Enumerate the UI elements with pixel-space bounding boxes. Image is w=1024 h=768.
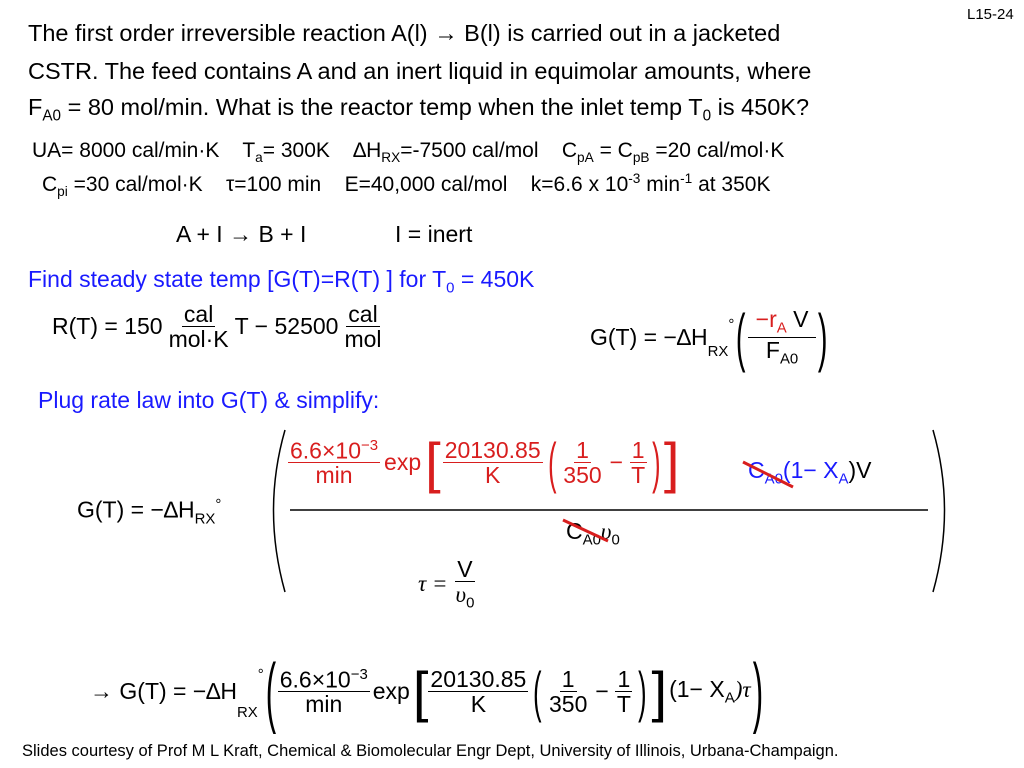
reaction-equation: A + I → B + I xyxy=(176,221,307,247)
plug-heading: Plug rate law into G(T) & simplify: xyxy=(38,387,380,413)
problem-line-3: FA0 = 80 mol/min. What is the reactor te… xyxy=(28,94,810,125)
param-ta: Ta= 300K xyxy=(242,139,330,166)
param-ua: UA= 8000 cal/min·K xyxy=(32,139,220,162)
problem-line-2: CSTR. The feed contains A and an inert l… xyxy=(28,58,812,84)
footer-credit: Slides courtesy of Prof M L Kraft, Chemi… xyxy=(22,742,839,760)
parameters-line-2: Cpi =30 cal/mol·K τ=100 min E=40,000 cal… xyxy=(42,171,770,199)
strike-numerator-ca0 xyxy=(742,460,794,489)
param-cpi: Cpi =30 cal/mol·K xyxy=(42,173,203,200)
slide-number: L15-24 xyxy=(967,6,1014,23)
inert-note: I = inert xyxy=(395,221,473,247)
param-k: k=6.6 x 10-3 min-1 at 350K xyxy=(530,171,771,196)
find-heading: Find steady state temp [G(T)=R(T) ] for … xyxy=(28,266,535,297)
param-dh: ∆HRX=-7500 cal/mol xyxy=(353,139,539,166)
param-e: E=40,000 cal/mol xyxy=(344,173,508,196)
param-cp: CpA = CpB =20 cal/mol·K xyxy=(561,139,785,166)
param-tau: τ=100 min xyxy=(225,173,322,196)
parameters-line-1: UA= 8000 cal/min·K Ta= 300K ∆HRX=-7500 c… xyxy=(32,139,784,165)
big-left-paren xyxy=(272,429,286,593)
equation-g-of-t: G(T) = −∆H RX ° ( −rA V FA0 ) xyxy=(590,301,828,373)
strike-denominator-ca0 xyxy=(562,518,609,543)
equation-r-of-t: R(T) = 150 cal mol·K T − 52500 cal mol xyxy=(52,301,382,353)
big-right-paren xyxy=(932,429,946,593)
equation-g-final: → G(T) = −∆H RX ° ( 6.6×10−3 min exp [ 2013… xyxy=(90,647,763,735)
problem-line-1: The first order irreversible reaction A(… xyxy=(28,20,781,46)
